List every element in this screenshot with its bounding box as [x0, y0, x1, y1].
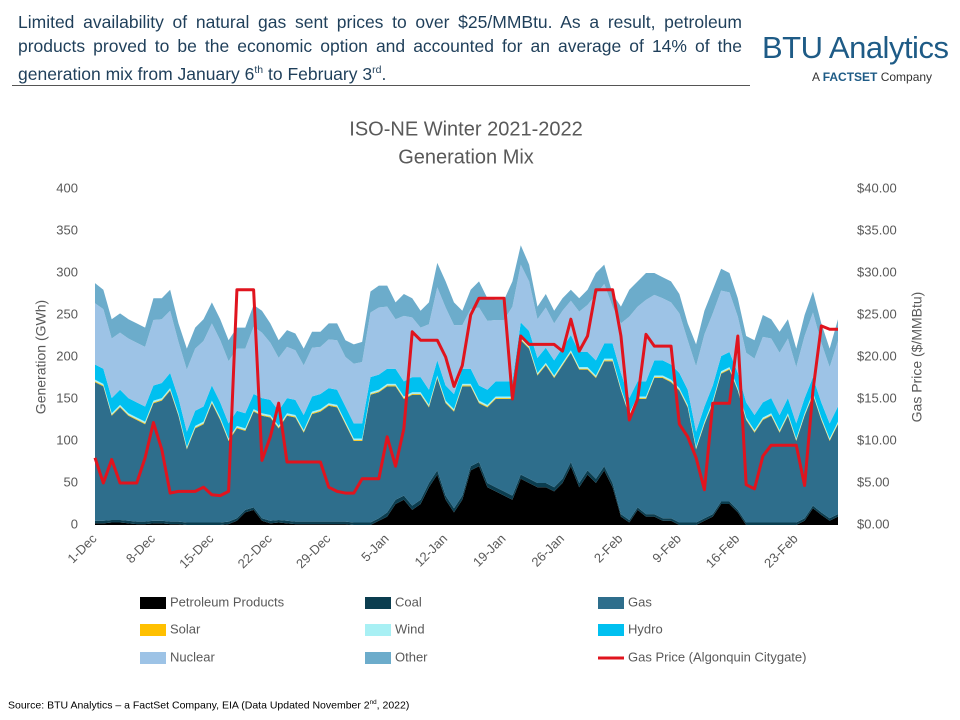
legend-label: Petroleum Products [170, 594, 285, 609]
x-tick-label: 29-Dec [293, 531, 334, 572]
legend-label: Gas Price (Algonquin Citygate) [628, 649, 806, 664]
y2-tick-label: $10.00 [857, 432, 897, 447]
tagline-brand: FACTSET [822, 70, 878, 84]
x-tick-label: 12-Jan [411, 531, 450, 570]
x-tick-label: 15-Dec [176, 531, 217, 572]
y2-tick-label: $5.00 [857, 474, 890, 489]
y-tick-label: 200 [56, 348, 78, 363]
y-tick-label: 0 [71, 516, 78, 531]
x-tick-label: 23-Feb [761, 531, 801, 571]
source-part: Source: BTU Analytics – a FactSet Compan… [8, 699, 370, 712]
tagline-part: A [812, 70, 823, 84]
x-tick-label: 1-Dec [64, 531, 99, 566]
area [95, 466, 838, 525]
x-tick-label: 19-Jan [470, 531, 509, 570]
legend-swatch [598, 597, 624, 609]
legend-swatch [365, 624, 391, 636]
y-tick-label: 50 [64, 474, 78, 489]
legend-label: Coal [395, 594, 422, 609]
y-tick-label: 100 [56, 432, 78, 447]
y-tick-label: 250 [56, 306, 78, 321]
area [95, 340, 838, 523]
y-tick-label: 400 [56, 180, 78, 195]
logo: BTU Analytics [762, 30, 949, 65]
price-line [93, 288, 838, 498]
y-tick-label: 150 [56, 390, 78, 405]
header-rule [12, 85, 750, 86]
header-text-part: . [381, 63, 387, 84]
superscript: nd [369, 699, 377, 706]
chart-title: Generation Mix [398, 146, 534, 168]
logo-tagline: A FACTSET Company [812, 70, 932, 84]
legend-swatch [365, 652, 391, 664]
superscript: rd [372, 64, 382, 76]
y2-axis-title: Gas Price ($/MMBtu) [909, 292, 925, 423]
x-tick-label: 8-Dec [123, 531, 158, 566]
y2-tick-label: $20.00 [857, 348, 897, 363]
legend-swatch [140, 652, 166, 664]
x-tick-label: 22-Dec [235, 531, 276, 572]
legend-label: Nuclear [170, 649, 215, 664]
x-tick-label: 2-Feb [591, 531, 626, 566]
x-tick-label: 5-Jan [358, 531, 392, 565]
y-tick-label: 350 [56, 222, 78, 237]
header-text-part: Limited availability of natural gas sent… [18, 12, 742, 84]
legend-swatch [598, 624, 624, 636]
legend-label: Wind [395, 621, 425, 636]
legend-swatch [140, 624, 166, 636]
legend-swatch [365, 597, 391, 609]
x-tick-label: 26-Jan [528, 531, 567, 570]
y2-tick-label: $30.00 [857, 264, 897, 279]
y2-tick-label: $40.00 [857, 180, 897, 195]
legend-label: Solar [170, 621, 201, 636]
y2-tick-label: $0.00 [857, 516, 890, 531]
source-part: , 2022) [376, 699, 410, 712]
area [95, 245, 838, 370]
x-tick-label: 16-Feb [703, 531, 743, 571]
y2-tick-label: $25.00 [857, 306, 897, 321]
legend-label: Gas [628, 594, 652, 609]
source-note: Source: BTU Analytics – a FactSet Compan… [8, 699, 409, 712]
legend-label: Hydro [628, 621, 663, 636]
tagline-part: Company [877, 70, 933, 84]
y-tick-label: 300 [56, 264, 78, 279]
header-text-part: to February 3 [263, 63, 373, 84]
x-tick-label: 9-Feb [649, 531, 684, 566]
header-text: Limited availability of natural gas sent… [18, 10, 742, 86]
superscript: th [254, 64, 264, 76]
y2-tick-label: $15.00 [857, 390, 897, 405]
chart-title: ISO-NE Winter 2021-2022 [349, 118, 582, 140]
y2-tick-label: $35.00 [857, 222, 897, 237]
y-axis-title: Generation (GWh) [33, 300, 49, 414]
legend-label: Other [395, 649, 428, 664]
legend-swatch [140, 597, 166, 609]
